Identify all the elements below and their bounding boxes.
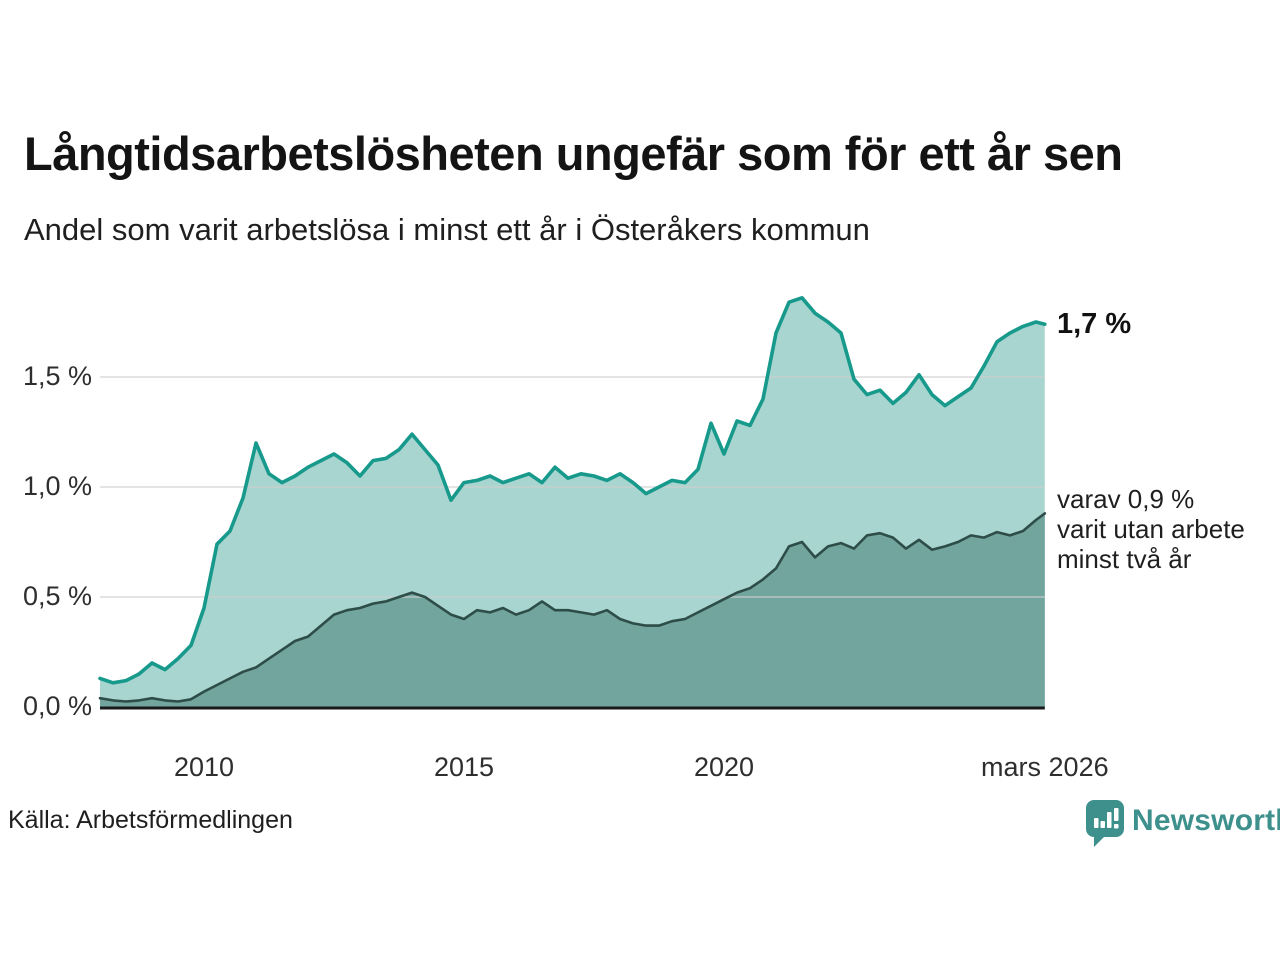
y-tick-label: 0,5 %	[22, 581, 92, 611]
annotation-line: varit utan arbete	[1057, 514, 1245, 544]
y-tick-label: 0,0 %	[22, 691, 92, 721]
x-tick-label: 2010	[173, 752, 235, 782]
secondary-series-annotation: varav 0,9 % varit utan arbete minst två år	[1057, 484, 1245, 574]
newsworthy-logo: Newsworthy	[1086, 799, 1280, 847]
newsworthy-bubble-chart-icon	[1086, 800, 1124, 847]
annotation-line: minst två år	[1057, 544, 1192, 574]
y-tick-label: 1,0 %	[22, 471, 92, 501]
series-fill-2	[100, 513, 1045, 707]
last-value-annotation: 1,7 %	[1057, 308, 1132, 340]
x-tick-label: mars 2026	[981, 752, 1109, 782]
page-title: Långtidsarbetslösheten ungefär som för e…	[24, 127, 1123, 180]
source-credit: Källa: Arbetsförmedlingen	[8, 806, 293, 834]
series-line-1	[98, 295, 1047, 685]
x-tick-label: 2015	[433, 752, 495, 782]
x-tick-label: 2020	[693, 752, 755, 782]
y-tick-label: 1,5 %	[22, 361, 92, 391]
series-line-2	[98, 512, 1047, 703]
page-subtitle: Andel som varit arbetslösa i minst ett å…	[24, 212, 870, 247]
annotation-line: varav 0,9 %	[1057, 484, 1195, 514]
newsworthy-wordmark: Newsworthy	[1132, 804, 1280, 837]
